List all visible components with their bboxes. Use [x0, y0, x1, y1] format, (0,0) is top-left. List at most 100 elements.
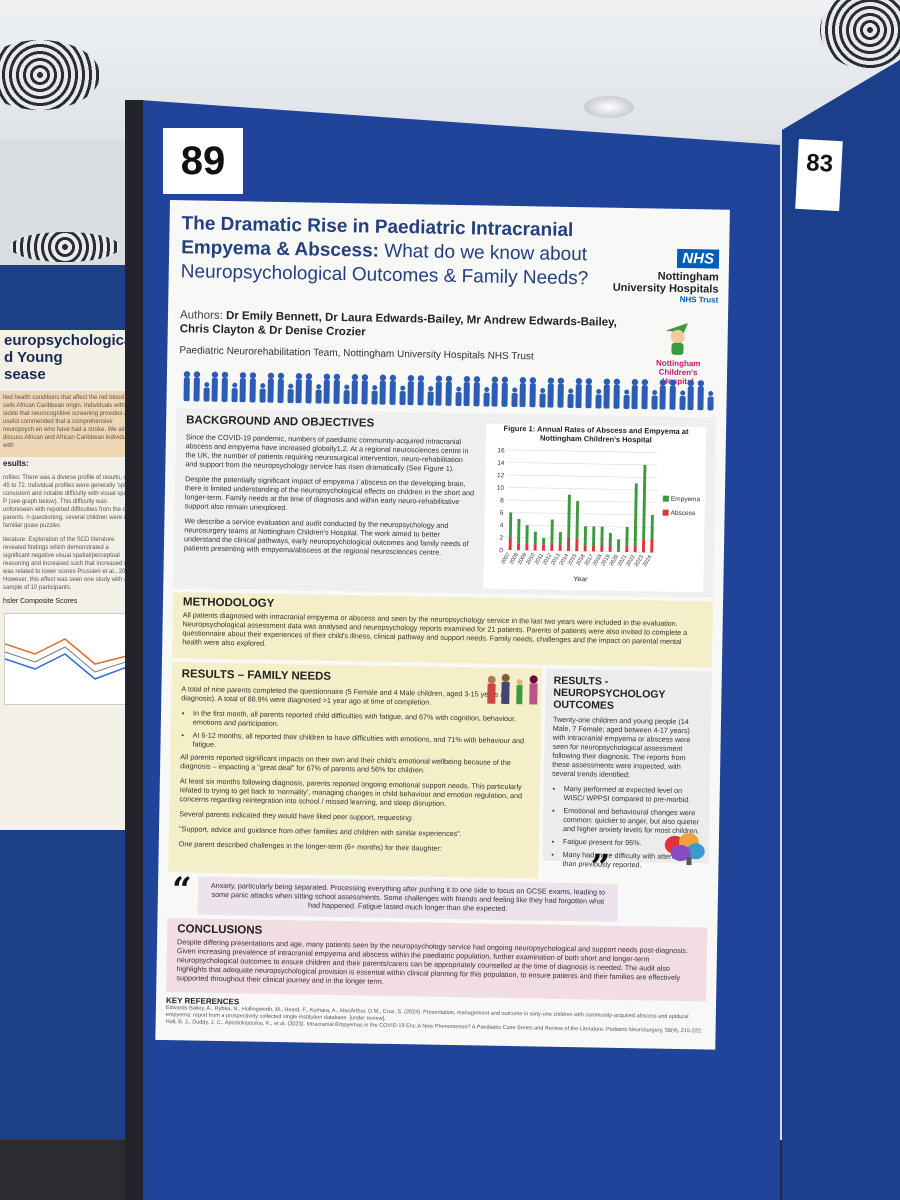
bar-empyema: [567, 494, 571, 539]
person-silhouette: [417, 375, 425, 406]
x-tick-label: 2013: [550, 553, 561, 567]
x-tick-label: 2023: [634, 554, 645, 568]
family-paragraph: All parents reported significant impacts…: [180, 752, 511, 775]
person-silhouette: [575, 377, 583, 409]
gridline: [506, 499, 657, 503]
family-paragraph: Several parents indicated they would hav…: [179, 809, 414, 823]
person-silhouette: [295, 373, 303, 404]
left-poster-literature: iterature: Exploration of the SCD litera…: [3, 537, 136, 591]
left-poster-intro: ited health conditions that affect the r…: [0, 391, 140, 457]
left-poster-chart: [4, 613, 136, 705]
methodology-section: METHODOLOGY All patients diagnosed with …: [172, 592, 714, 668]
family-paragraph: At least six months following diagnosis,…: [179, 776, 523, 808]
y-tick-label: 6: [500, 510, 504, 517]
person-silhouette: [623, 389, 630, 410]
gridline: [507, 462, 658, 466]
neuropsychology-heading: RESULTS - NEUROPSYCHOLOGY OUTCOMES: [553, 674, 666, 712]
x-tick-label: 2014: [559, 553, 570, 567]
person-silhouette: [221, 371, 229, 402]
quote-close-mark: ”: [590, 847, 611, 888]
person-silhouette: [435, 375, 443, 406]
person-silhouette: [483, 387, 490, 407]
bar-empyema: [583, 526, 587, 546]
key-references-section: KEY REFERENCES Edwards-Bailey, A., Rybka…: [166, 996, 706, 1035]
y-tick-label: 4: [500, 522, 504, 529]
right-display-board: [782, 60, 900, 1200]
x-tick-label: 2020: [609, 554, 620, 568]
figure-1-chart: Figure 1: Annual Rates of Abscess and Em…: [483, 423, 707, 593]
y-tick-label: 8: [500, 497, 504, 504]
people-silhouettes-banner: [183, 371, 714, 411]
x-tick-label: 2009: [517, 552, 528, 566]
gridline: [506, 537, 657, 541]
poster: The Dramatic Rise in Paediatric Intracra…: [155, 200, 730, 1050]
elf-mascot-icon: [665, 323, 688, 355]
quote-open-mark: “: [171, 870, 192, 911]
x-tick-label: 2018: [592, 554, 603, 568]
y-tick-label: 2: [499, 535, 503, 542]
person-silhouette: [239, 372, 247, 403]
conclusions-text: Despite differing presentations and age,…: [176, 937, 688, 986]
person-silhouette: [305, 373, 313, 404]
ceiling-vent: [10, 232, 120, 262]
board-number-83: 83: [795, 138, 843, 212]
person-silhouette: [679, 390, 686, 410]
bar-abscess: [508, 537, 512, 551]
person-silhouette: [259, 383, 266, 403]
person-silhouette: [669, 379, 677, 410]
poster-title: The Dramatic Rise in Paediatric Intracra…: [181, 212, 652, 292]
family-needs-text: A total of nine parents completed the qu…: [169, 684, 542, 854]
person-silhouette: [687, 379, 695, 411]
bar-empyema: [533, 531, 537, 545]
list-item: Many performed at expected level on WISC…: [564, 784, 702, 804]
person-silhouette: [445, 375, 453, 406]
person-silhouette: [659, 379, 667, 410]
bar-abscess: [625, 545, 629, 553]
person-silhouette: [407, 375, 415, 406]
bar-empyema: [600, 526, 604, 546]
bar-empyema: [558, 532, 562, 545]
person-silhouette: [287, 383, 294, 404]
bar-abscess: [641, 539, 646, 553]
person-silhouette: [193, 371, 201, 402]
person-silhouette: [231, 382, 238, 403]
bar-abscess: [608, 545, 612, 552]
x-tick-label: 2021: [617, 554, 628, 568]
legend-label: Abscess: [671, 510, 696, 517]
x-tick-label: 2022: [625, 554, 636, 568]
bar-empyema: [575, 501, 580, 539]
person-silhouette: [315, 384, 322, 404]
person-silhouette: [371, 385, 378, 405]
bar-empyema: [508, 512, 513, 538]
person-silhouette: [351, 374, 359, 405]
left-poster-chart-caption: hsler Composite Scores: [3, 598, 78, 605]
y-tick-label: 14: [497, 460, 505, 467]
person-silhouette: [631, 378, 639, 410]
person-silhouette: [491, 376, 499, 407]
person-silhouette: [323, 373, 331, 404]
bar-abscess: [583, 545, 587, 552]
gridline: [507, 487, 658, 491]
person-silhouette: [613, 378, 621, 409]
person-silhouette: [603, 378, 611, 409]
person-silhouette: [249, 372, 257, 403]
y-tick-label: 12: [497, 472, 505, 479]
nhs-logo-block: NHS Nottingham University Hospitals NHS …: [608, 248, 720, 305]
parent-quote-box: Anxiety, particularly being separated. P…: [197, 876, 619, 922]
person-silhouette: [277, 372, 285, 403]
bar-abscess: [600, 545, 604, 552]
ceiling-light: [584, 96, 634, 118]
family-quote-support: "Support, advice and guidance from other…: [178, 824, 462, 839]
x-tick-label: 2007: [500, 552, 511, 566]
legend-swatch: [662, 509, 669, 516]
bar-empyema: [625, 527, 629, 546]
authors: Authors: Dr Emily Bennett, Dr Laura Edwa…: [180, 308, 640, 344]
background-paragraph: Despite the potentially significant impa…: [184, 474, 475, 513]
bar-abscess: [525, 544, 529, 551]
board-pole: [125, 100, 143, 1200]
gridline: [506, 512, 657, 516]
person-silhouette: [379, 374, 387, 405]
list-item: In the first month, all parents reported…: [193, 708, 531, 732]
person-silhouette: [267, 372, 275, 403]
person-silhouette: [501, 376, 509, 407]
